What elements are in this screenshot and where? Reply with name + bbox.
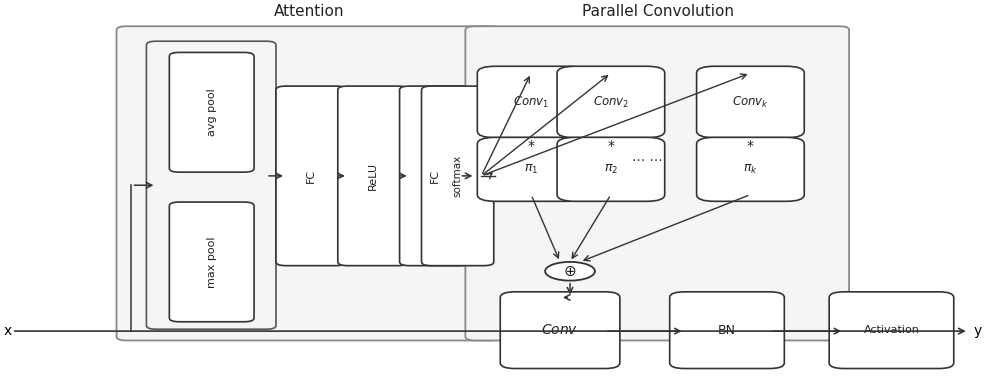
- FancyBboxPatch shape: [829, 292, 954, 368]
- Text: x: x: [4, 324, 12, 338]
- Text: max pool: max pool: [207, 236, 217, 288]
- FancyBboxPatch shape: [117, 26, 500, 340]
- FancyBboxPatch shape: [400, 86, 469, 266]
- Text: Activation: Activation: [864, 325, 919, 335]
- Text: *: *: [747, 139, 754, 153]
- Text: FC: FC: [306, 169, 316, 183]
- Text: $Conv_2$: $Conv_2$: [593, 95, 629, 110]
- Text: BN: BN: [718, 324, 736, 337]
- FancyBboxPatch shape: [169, 52, 254, 172]
- Text: $Conv_1$: $Conv_1$: [513, 95, 549, 110]
- Text: *: *: [607, 139, 614, 153]
- Text: $\oplus$: $\oplus$: [563, 264, 577, 279]
- Text: ... ...: ... ...: [632, 150, 663, 164]
- FancyBboxPatch shape: [276, 86, 346, 266]
- Text: $\pi_k$: $\pi_k$: [743, 163, 758, 176]
- Text: $\pi_2$: $\pi_2$: [604, 163, 618, 176]
- FancyBboxPatch shape: [697, 137, 804, 201]
- Text: $Conv$: $Conv$: [541, 323, 579, 337]
- FancyBboxPatch shape: [422, 86, 494, 266]
- FancyBboxPatch shape: [477, 66, 585, 138]
- Text: y: y: [974, 324, 982, 338]
- Text: Parallel Convolution: Parallel Convolution: [582, 4, 734, 19]
- Text: $\pi_1$: $\pi_1$: [524, 163, 538, 176]
- Text: Attention: Attention: [274, 4, 344, 19]
- FancyBboxPatch shape: [338, 86, 408, 266]
- Text: ReLU: ReLU: [368, 162, 378, 190]
- Text: *: *: [528, 139, 535, 153]
- FancyBboxPatch shape: [169, 202, 254, 322]
- Text: avg pool: avg pool: [207, 88, 217, 136]
- FancyBboxPatch shape: [557, 137, 665, 201]
- FancyBboxPatch shape: [670, 292, 784, 368]
- Text: FC: FC: [429, 169, 439, 183]
- Circle shape: [545, 262, 595, 281]
- FancyBboxPatch shape: [477, 137, 585, 201]
- FancyBboxPatch shape: [500, 292, 620, 368]
- Text: $Conv_k$: $Conv_k$: [732, 95, 769, 110]
- FancyBboxPatch shape: [697, 66, 804, 138]
- Text: softmax: softmax: [453, 155, 463, 197]
- FancyBboxPatch shape: [557, 66, 665, 138]
- FancyBboxPatch shape: [465, 26, 849, 340]
